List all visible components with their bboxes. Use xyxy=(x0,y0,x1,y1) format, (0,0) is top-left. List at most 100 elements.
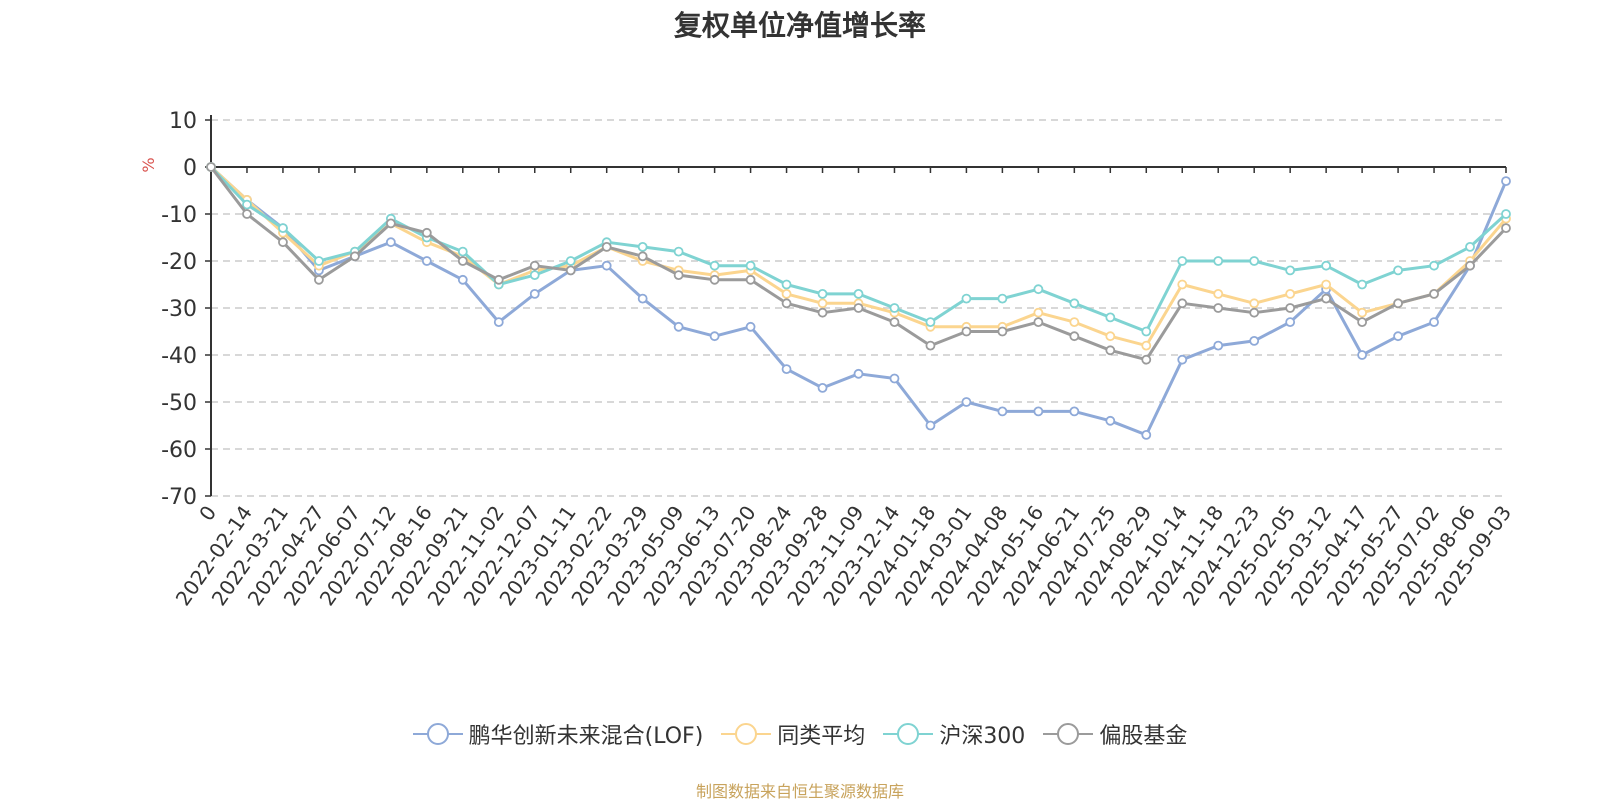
data-point xyxy=(709,331,720,342)
data-point xyxy=(745,321,756,332)
y-tick-label: -10 xyxy=(161,203,197,228)
chart-title: 复权单位净值增长率 xyxy=(673,9,926,42)
data-point xyxy=(457,274,468,285)
data-point xyxy=(925,317,936,328)
legend: 鹏华创新未来混合(LOF) 同类平均 沪深300 偏股基金 xyxy=(0,718,1600,750)
data-point xyxy=(709,274,720,285)
series-line xyxy=(209,166,1508,362)
legend-label: 鹏华创新未来混合(LOF) xyxy=(468,724,704,749)
axes: 100-10-20-30-40-50-60-7002022-02-142022-… xyxy=(161,109,1516,610)
data-point xyxy=(1105,415,1116,426)
data-point xyxy=(1321,260,1332,271)
legend-swatch xyxy=(412,723,463,745)
legend-item[interactable]: 鹏华创新未来混合(LOF) xyxy=(412,718,704,750)
data-point xyxy=(961,326,972,337)
data-point xyxy=(781,364,792,375)
y-tick-label: -60 xyxy=(161,438,197,463)
data-point xyxy=(817,307,828,318)
data-point xyxy=(457,246,468,257)
data-point xyxy=(1429,317,1439,328)
data-point xyxy=(817,288,828,299)
data-point xyxy=(1069,406,1080,417)
y-tick-label: 10 xyxy=(169,109,197,134)
data-point xyxy=(637,293,648,304)
data-point xyxy=(1501,209,1511,219)
data-point xyxy=(853,288,864,299)
data-point xyxy=(1069,317,1080,328)
data-point xyxy=(1357,350,1368,360)
legend-label: 偏股基金 xyxy=(1099,724,1188,749)
data-point xyxy=(1213,340,1224,351)
data-point xyxy=(1033,406,1044,417)
data-point xyxy=(1141,354,1152,365)
data-point xyxy=(1357,317,1368,328)
legend-item[interactable]: 沪深300 xyxy=(883,718,1025,750)
data-point xyxy=(421,256,432,266)
data-point xyxy=(781,288,792,299)
y-axis-label: % xyxy=(139,157,158,172)
series-3 xyxy=(206,162,1511,365)
data-point xyxy=(278,237,288,248)
data-point xyxy=(1213,288,1224,299)
data-point xyxy=(278,223,288,234)
y-tick-label: -20 xyxy=(161,250,197,275)
data-point xyxy=(961,293,972,304)
legend-label: 沪深300 xyxy=(939,724,1026,749)
legend-swatch xyxy=(883,723,934,745)
data-point xyxy=(1213,303,1224,313)
data-point xyxy=(242,199,252,210)
x-tick-label: 0 xyxy=(194,501,221,525)
data-point xyxy=(1177,256,1188,266)
data-point xyxy=(853,368,864,379)
data-point xyxy=(673,246,684,257)
data-point xyxy=(925,420,936,431)
data-point xyxy=(1285,303,1296,313)
data-point xyxy=(1033,284,1044,295)
data-point xyxy=(1177,279,1188,290)
data-point xyxy=(1105,345,1116,356)
data-point xyxy=(997,326,1008,337)
data-point xyxy=(1501,176,1511,187)
data-point xyxy=(529,260,540,271)
y-tick-label: -40 xyxy=(161,344,197,369)
data-point xyxy=(457,256,468,266)
data-point xyxy=(314,274,324,285)
data-point xyxy=(1249,307,1260,318)
data-point xyxy=(565,256,576,266)
data-point xyxy=(889,303,900,313)
data-point xyxy=(637,251,648,262)
data-point xyxy=(421,227,432,238)
legend-item[interactable]: 偏股基金 xyxy=(1043,718,1187,750)
data-point xyxy=(1177,354,1188,365)
data-point xyxy=(1321,293,1332,304)
series-lines xyxy=(206,162,1511,440)
data-point xyxy=(889,317,900,328)
legend-item[interactable]: 同类平均 xyxy=(721,718,865,750)
footer-note: 制图数据来自恒生聚源数据库 xyxy=(695,782,904,801)
data-point xyxy=(1249,298,1260,309)
data-point xyxy=(1321,279,1332,290)
legend-swatch xyxy=(721,723,772,745)
data-point xyxy=(637,241,648,252)
data-point xyxy=(1465,241,1475,252)
series-1 xyxy=(206,162,1511,351)
y-tick-label: -30 xyxy=(161,297,197,322)
data-point xyxy=(565,265,576,276)
data-point xyxy=(709,260,720,271)
data-point xyxy=(1429,288,1439,299)
data-point xyxy=(1285,288,1296,299)
data-point xyxy=(781,279,792,290)
data-point xyxy=(1285,317,1296,328)
data-point xyxy=(745,274,756,285)
data-point xyxy=(1141,326,1152,337)
data-point xyxy=(1501,223,1511,234)
y-tick-label: -50 xyxy=(161,391,197,416)
data-point xyxy=(925,340,936,351)
data-point xyxy=(1069,298,1080,309)
data-point xyxy=(1249,256,1260,266)
data-point xyxy=(529,288,540,299)
data-point xyxy=(385,237,396,248)
data-point xyxy=(1105,312,1116,323)
legend-swatch xyxy=(1043,723,1094,745)
data-point xyxy=(997,293,1008,304)
